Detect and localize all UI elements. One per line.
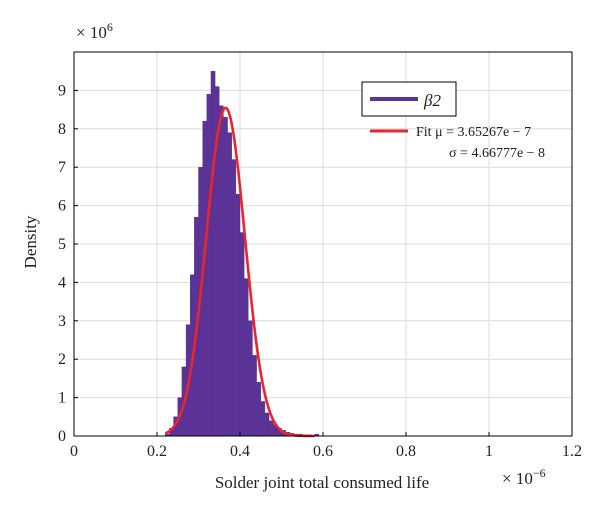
legend-label-histogram: β2 [423, 91, 441, 110]
fit-curve-group [164, 106, 315, 438]
x-tick-label: 0 [70, 443, 78, 460]
y-tick-label: 4 [58, 274, 66, 291]
histogram-bar [256, 382, 261, 437]
histogram-bar [219, 105, 224, 437]
histogram-bar [260, 401, 266, 437]
y-tick-label: 7 [58, 159, 66, 176]
histogram-bar [264, 412, 270, 437]
y-tick-label: 0 [58, 428, 66, 445]
histogram-bar [239, 232, 245, 437]
grid-lines [74, 52, 572, 436]
y-tick-label: 9 [58, 82, 66, 99]
histogram-bar [210, 70, 216, 437]
x-tick-label: 0.2 [147, 443, 167, 460]
y-tick-label: 8 [58, 121, 66, 138]
y-tick-label: 3 [58, 313, 66, 330]
legend: β2 Fit μ = 3.65267e − 7 σ = 4.66777e − 8 [361, 81, 545, 161]
x-axis-label: Solder joint total consumed life [215, 473, 429, 492]
x-tick-label: 0.8 [396, 443, 416, 460]
histogram-bar [243, 278, 249, 437]
histogram-bar [268, 420, 274, 437]
y-exponent: × 106 [76, 20, 113, 42]
histogram-bar [223, 117, 228, 437]
y-tick-label: 1 [58, 390, 66, 407]
legend-label-fit-mu: Fit μ = 3.65267e − 7 [416, 125, 531, 140]
x-tick-label: 1.2 [562, 443, 582, 460]
histogram-bar [248, 320, 253, 437]
histogram-bar [227, 132, 232, 437]
y-tick-labels: 0 1 2 3 4 5 6 7 8 9 [58, 82, 78, 445]
x-tick-label: 1 [485, 443, 493, 460]
x-exponent: × 10−6 [502, 466, 546, 488]
y-tick-label: 5 [58, 236, 66, 253]
fit-curve [164, 106, 315, 438]
y-tick-label: 2 [58, 351, 66, 368]
y-axis-label: Density [21, 215, 40, 268]
legend-label-fit-sigma: σ = 4.66777e − 8 [449, 146, 545, 161]
x-tick-labels: 0 0.2 0.4 0.6 0.8 1 1.2 [70, 432, 582, 460]
x-tick-label: 0.6 [313, 443, 333, 460]
y-tick-label: 6 [58, 198, 66, 215]
histogram-bar [252, 355, 257, 437]
histogram-bar [235, 193, 241, 437]
histogram-bar [231, 159, 237, 437]
x-tick-label: 0.4 [230, 443, 250, 460]
histogram-bar [206, 94, 212, 437]
